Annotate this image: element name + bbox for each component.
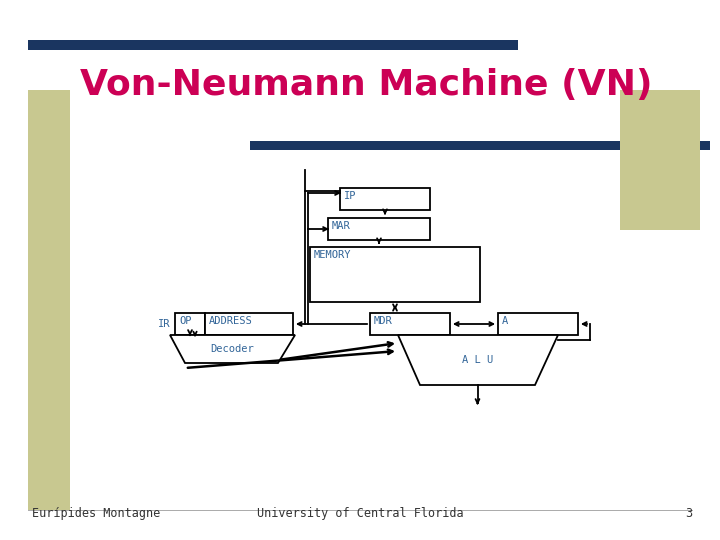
Text: MDR: MDR [374, 316, 392, 326]
Text: University of Central Florida: University of Central Florida [257, 507, 463, 520]
Text: Eurípides Montagne: Eurípides Montagne [32, 507, 161, 520]
Bar [175, 313, 205, 335]
Bar [28, 40, 518, 50]
Bar [620, 90, 700, 230]
Bar [340, 188, 430, 210]
Text: MEMORY: MEMORY [314, 250, 351, 260]
Bar [250, 141, 710, 150]
Text: ADDRESS: ADDRESS [209, 316, 253, 326]
Text: MAR: MAR [332, 221, 351, 231]
Text: A: A [502, 316, 508, 326]
Text: OP: OP [179, 316, 192, 326]
Bar [205, 313, 293, 335]
Polygon shape [398, 335, 558, 385]
Polygon shape [170, 335, 295, 363]
Text: 3: 3 [685, 507, 692, 520]
Text: Von-Neumann Machine (VN): Von-Neumann Machine (VN) [80, 68, 652, 102]
Bar [370, 313, 450, 335]
Text: Decoder: Decoder [211, 344, 254, 354]
Bar [28, 90, 70, 510]
Bar [310, 247, 480, 302]
Bar [498, 313, 578, 335]
Text: A L U: A L U [462, 355, 494, 365]
Text: IP: IP [344, 191, 356, 201]
Bar [328, 218, 430, 240]
Text: IR: IR [158, 319, 170, 329]
